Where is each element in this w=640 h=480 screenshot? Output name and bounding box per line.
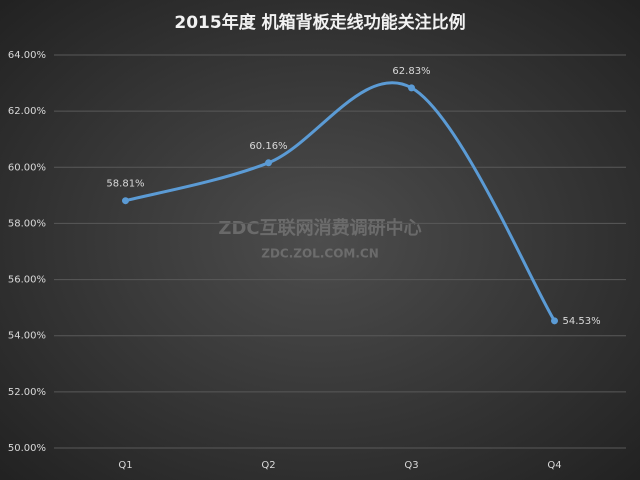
x-tick-label: Q1: [118, 460, 132, 471]
y-tick-label: 52.00%: [8, 387, 46, 398]
y-tick-label: 64.00%: [8, 50, 46, 61]
y-tick-label: 60.00%: [8, 162, 46, 173]
data-label: 54.53%: [563, 316, 601, 327]
point: [551, 317, 558, 325]
chart-title: 2015年度 机箱背板走线功能关注比例: [174, 12, 465, 33]
point: [122, 197, 129, 205]
line: [125, 81, 556, 322]
point: [408, 84, 415, 92]
x-tick-label: Q4: [547, 460, 561, 471]
data-label: 58.81%: [106, 179, 144, 190]
data-label: 62.83%: [392, 66, 430, 77]
y-tick-label: 56.00%: [8, 275, 46, 286]
data-label: 60.16%: [249, 141, 287, 152]
x-tick-label: Q3: [404, 460, 418, 471]
watermark: ZDC互联网消费调研中心: [218, 217, 421, 239]
y-tick-label: 62.00%: [8, 106, 46, 117]
x-tick-label: Q2: [261, 460, 275, 471]
y-tick-label: 50.00%: [8, 443, 46, 454]
y-tick-label: 58.00%: [8, 218, 46, 229]
point: [265, 159, 272, 167]
watermark: ZDC.ZOL.COM.CN: [261, 247, 379, 261]
y-tick-label: 54.00%: [8, 331, 46, 342]
